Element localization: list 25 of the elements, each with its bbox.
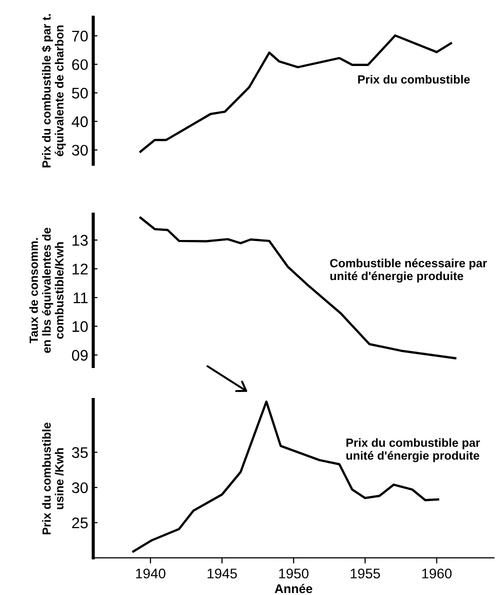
y-tick-label: 09: [72, 350, 88, 361]
series-label: Prix du combustible par unité d'énergie produite: [346, 438, 480, 462]
x-tick-label: 1945: [208, 568, 237, 578]
y-axis-title: Prix du combustible $ par t. équivalente de charbon: [42, 14, 66, 168]
y-tick-label: 12: [72, 264, 88, 274]
y-tick-label: 50: [72, 88, 88, 99]
series-label: Combustible nécessaire par unité d'énergie produite: [330, 258, 487, 283]
x-tick-label: 1960: [422, 568, 452, 578]
x-axis-title: Année: [274, 584, 312, 594]
x-tick-label: 1955: [350, 568, 380, 578]
y-tick-label: 13: [72, 234, 88, 246]
y-axis-title: Prix du combustible usine /Kwh: [42, 422, 64, 534]
y-tick-label: 70: [72, 30, 88, 42]
y-tick-label: 30: [72, 482, 88, 494]
series-label: Prix du combustible: [358, 74, 470, 84]
y-tick-label: 30: [72, 144, 88, 156]
x-tick-label: 1950: [279, 568, 308, 578]
y-tick-label: 25: [72, 518, 88, 528]
y-tick-label: 11: [74, 292, 88, 304]
x-tick-label: 1940: [136, 568, 166, 578]
y-tick-label: 35: [72, 447, 88, 458]
y-tick-label: 10: [72, 321, 88, 332]
y-tick-label: 40: [72, 116, 88, 128]
y-axis-title: Taux de consomm. en lbs équivalentes de combustible/Kwh: [29, 228, 64, 353]
y-tick-label: 60: [72, 59, 88, 70]
